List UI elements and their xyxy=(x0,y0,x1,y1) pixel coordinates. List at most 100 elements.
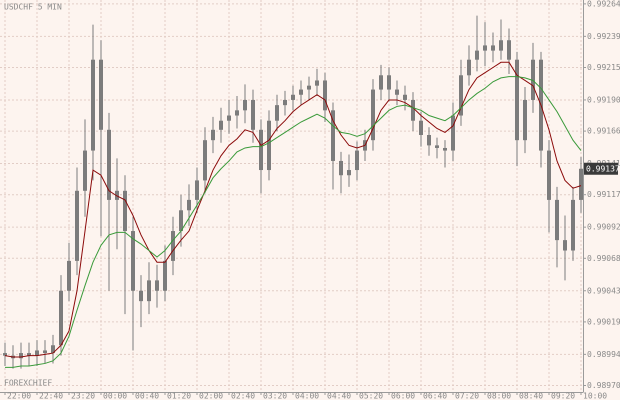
marks xyxy=(3,15,583,369)
candle-body xyxy=(251,99,255,130)
ma-line xyxy=(4,61,582,358)
x-tick-label: 00:40 xyxy=(135,392,159,400)
y-tick-label: 0.99092 xyxy=(587,223,620,232)
candle-body xyxy=(323,80,327,111)
candle-body xyxy=(339,160,343,176)
x-tick-label: 23:20 xyxy=(71,392,95,400)
x-tick-label: 22:40 xyxy=(39,392,63,400)
candle-body xyxy=(531,59,535,100)
candle-body xyxy=(523,99,527,141)
candle-body xyxy=(347,170,351,176)
candle-body xyxy=(83,150,87,191)
candle-body xyxy=(123,190,127,232)
candle-body xyxy=(27,353,31,356)
candle-body xyxy=(155,280,159,291)
candle-body xyxy=(547,150,551,200)
candle-body xyxy=(19,353,23,359)
candle-body xyxy=(267,120,271,171)
candle-body xyxy=(219,120,223,130)
candle-body xyxy=(211,129,215,141)
candle-body xyxy=(243,99,247,111)
x-tick-label: 07:20 xyxy=(455,392,479,400)
y-tick-label: 0.99264 xyxy=(587,0,620,8)
candle-body xyxy=(491,45,495,51)
candle-body xyxy=(147,280,151,302)
candle-body xyxy=(315,80,319,86)
candle-body xyxy=(331,110,335,161)
candle-body xyxy=(299,89,303,95)
candle-body xyxy=(67,260,71,291)
candle-body xyxy=(283,99,287,106)
x-tick-label: 04:40 xyxy=(327,392,351,400)
x-tick-label: 05:20 xyxy=(359,392,383,400)
x-tick-label: 02:40 xyxy=(231,392,255,400)
candle-body xyxy=(163,260,167,291)
candle-body xyxy=(387,75,391,90)
y-tick-label: 0.99117 xyxy=(587,190,620,199)
candle-body xyxy=(379,75,383,90)
x-tick-label: 06:00 xyxy=(391,392,415,400)
candle-body xyxy=(275,105,279,121)
candle-body xyxy=(99,59,103,130)
candle-body xyxy=(395,89,399,95)
candle-body xyxy=(179,210,183,232)
y-tick-label: 0.99068 xyxy=(587,254,620,263)
candle-body xyxy=(227,115,231,121)
ma-line xyxy=(5,76,582,368)
candle-body xyxy=(51,345,55,354)
candle-body xyxy=(291,94,295,100)
candle-body xyxy=(59,290,63,346)
candle-body xyxy=(467,59,471,76)
candle-body xyxy=(411,99,415,121)
candle-body xyxy=(307,85,311,90)
x-tick-label: 08:40 xyxy=(519,392,543,400)
candle-body xyxy=(443,147,447,151)
candle-body xyxy=(427,134,431,146)
labels: 0.98970 0.98994 0.99019 0.99043 0.99068 0.990… xyxy=(4,0,620,400)
last-price-box xyxy=(584,162,618,175)
x-tick-label: 08:00 xyxy=(487,392,511,400)
candle-body xyxy=(435,145,439,148)
x-tick-label: 06:40 xyxy=(423,392,447,400)
x-tick-label: 03:20 xyxy=(263,392,287,400)
candle-body xyxy=(43,350,47,354)
candle-body xyxy=(403,94,407,100)
candle-body xyxy=(563,240,567,251)
candle-body xyxy=(259,129,263,171)
x-tick-label: 02:00 xyxy=(199,392,223,400)
candle-body xyxy=(115,190,119,200)
candle-body xyxy=(171,231,175,261)
y-tick-label: 0.98994 xyxy=(587,350,620,359)
candle-body xyxy=(91,59,95,151)
x-tick-label: 09:20 xyxy=(551,392,575,400)
y-tick-label: 0.99166 xyxy=(587,127,620,136)
candle-body xyxy=(571,199,575,251)
candle-body xyxy=(499,40,503,51)
y-tick-label: 0.98970 xyxy=(587,381,620,390)
watermark: FOREXCHIEF xyxy=(4,379,52,388)
candle-body xyxy=(515,59,519,141)
candle-body xyxy=(451,115,455,151)
candle-body xyxy=(579,168,583,200)
candle-body xyxy=(555,199,559,241)
y-tick-label: 0.99043 xyxy=(587,286,620,295)
candle-body xyxy=(107,129,111,200)
candle-body xyxy=(483,45,487,51)
y-tick-label: 0.99190 xyxy=(587,95,620,104)
y-tick-label: 0.99019 xyxy=(587,317,620,326)
candle-body xyxy=(75,190,79,261)
candle-body xyxy=(475,50,479,60)
x-tick-label: 01:20 xyxy=(167,392,191,400)
x-tick-label: 00:00 xyxy=(103,392,127,400)
candle-body xyxy=(139,290,143,302)
x-tick-label: 10:00 xyxy=(583,392,607,400)
x-tick-label: 22:00 xyxy=(7,392,31,400)
candle-body xyxy=(3,353,7,356)
candle-body xyxy=(195,180,199,200)
candle-body xyxy=(131,231,135,291)
candle-body xyxy=(507,40,511,60)
candle-body xyxy=(35,350,39,356)
candle-body xyxy=(459,75,463,116)
candle-body xyxy=(235,110,239,116)
